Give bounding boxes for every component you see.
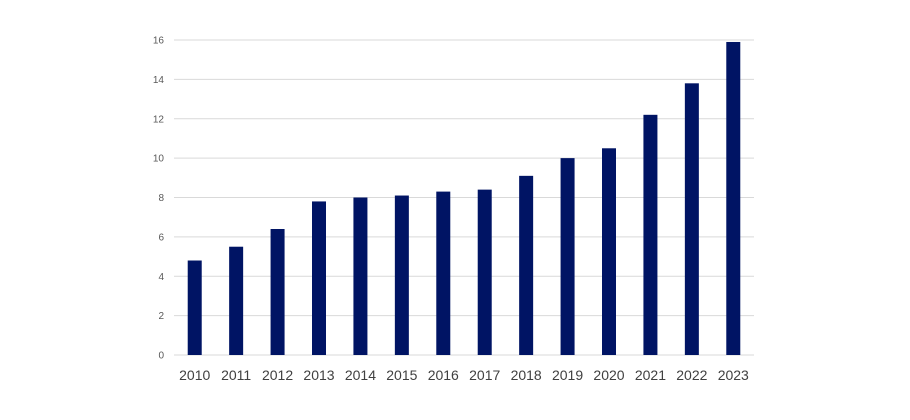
x-tick-label: 2021 [635,367,666,383]
x-tick-label: 2011 [221,367,251,383]
bar-2015 [394,195,409,355]
bar-2013 [312,201,326,355]
y-tick-label: 6 [158,232,164,243]
y-tick-label: 16 [153,36,165,47]
y-tick-label: 2 [158,311,164,322]
x-tick-label: 2018 [511,367,542,383]
bar-2011 [229,246,244,355]
bar-2020 [602,148,616,355]
bar-2019 [560,158,575,355]
y-axis-ticks: 0 2 4 6 8 10 12 14 16 [153,36,165,362]
bar-2012 [270,229,285,355]
gridlines [174,39,754,356]
bar-2022 [684,83,699,355]
x-tick-label: 2019 [552,367,583,383]
x-tick-label: 2023 [718,367,749,383]
y-tick-label: 0 [158,351,164,362]
x-tick-label: 2013 [303,367,334,383]
y-tick-label: 4 [158,272,164,283]
x-tick-label: 2020 [593,367,624,383]
y-tick-label: 12 [153,114,165,125]
bar-2014 [353,197,368,355]
x-tick-label: 2012 [262,367,293,383]
y-tick-label: 14 [153,75,165,86]
y-tick-label: 8 [158,193,164,204]
bar-2010 [187,260,202,355]
x-tick-label: 2010 [179,367,210,383]
bar-2021 [643,114,658,355]
bars [187,41,741,355]
x-tick-label: 2014 [345,367,376,383]
x-tick-label: 2016 [428,367,459,383]
x-tick-label: 2022 [676,367,707,383]
bar-2017 [477,189,492,355]
x-tick-label: 2015 [386,367,417,383]
x-axis-ticks: 2010 2011 2012 2013 2014 2015 2016 2017 2018 2019… [179,367,749,383]
x-tick-label: 2017 [469,367,500,383]
y-tick-label: 10 [153,154,165,165]
bar-2018 [519,175,534,355]
bar-2023 [726,41,741,355]
bar-2016 [436,191,451,355]
